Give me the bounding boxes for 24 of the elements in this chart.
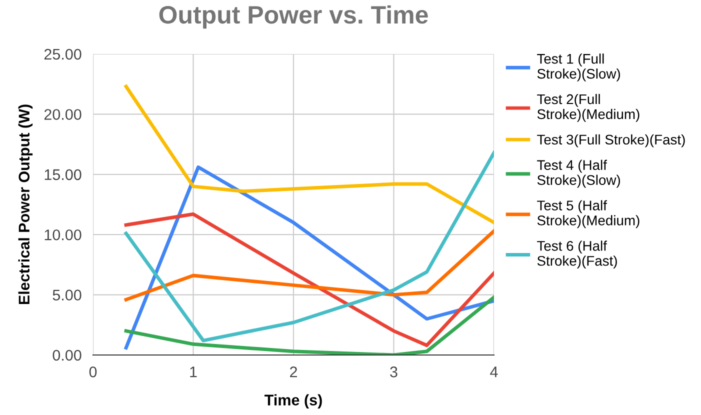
x-tick-label: 1 <box>190 366 197 378</box>
line-series <box>124 295 494 355</box>
y-tick-label: 10.00 <box>44 229 82 240</box>
x-tick-label: 0 <box>89 366 97 378</box>
legend-label: Test 3(Full Stroke)(Fast) <box>537 134 685 148</box>
y-axis-title: Electrical Power Output (W) <box>18 104 33 304</box>
x-tick-label: 2 <box>290 366 297 378</box>
line-series <box>124 229 494 302</box>
y-tick-label: 20.00 <box>44 109 82 120</box>
legend-label: Test 2(Full Stroke)(Medium) <box>537 94 640 122</box>
y-tick-label: 25.00 <box>44 48 82 60</box>
legend-label: Test 5 (Half Stroke)(Medium) <box>537 200 640 228</box>
chart-title: Output Power vs. Time <box>159 5 428 29</box>
line-series <box>124 212 494 348</box>
x-tick-label: 3 <box>390 366 398 378</box>
legend-label: Test 4 (Half Stroke)(Slow) <box>537 160 620 188</box>
legend-label: Test 6 (Half Stroke)(Fast) <box>537 240 617 269</box>
x-tick-label: 4 <box>490 366 498 378</box>
x-axis-title: Time (s) <box>264 394 322 408</box>
line-series <box>124 84 494 224</box>
y-tick-label: 5.00 <box>52 290 82 300</box>
y-tick-label: 0.00 <box>52 350 82 361</box>
legend-label: Test 1 (Full Stroke)(Slow) <box>537 54 620 82</box>
y-tick-label: 15.00 <box>44 169 82 180</box>
